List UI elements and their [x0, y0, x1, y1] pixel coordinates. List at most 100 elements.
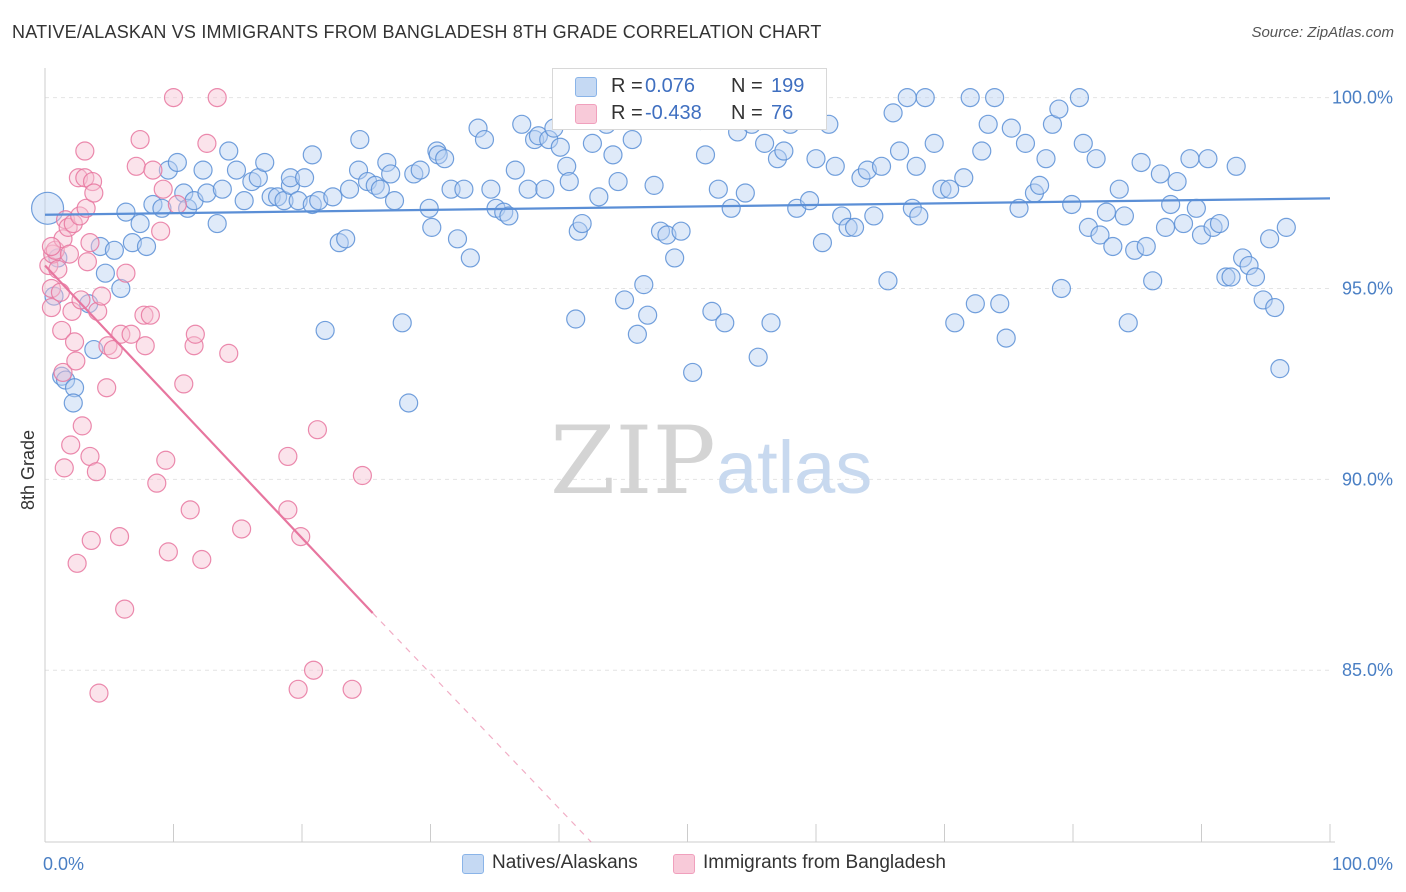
legend-n-value: 199: [771, 75, 805, 97]
data-point: [1226, 156, 1246, 176]
data-point: [589, 187, 609, 207]
data-point: [1114, 206, 1135, 226]
data-point: [638, 305, 658, 325]
data-point: [1036, 149, 1056, 169]
data-point: [924, 133, 944, 153]
data-point: [454, 179, 474, 199]
data-point: [627, 324, 647, 344]
data-point: [54, 458, 74, 478]
data-point: [1150, 164, 1170, 184]
data-point: [1086, 149, 1106, 169]
legend-r-value: -0.438: [645, 102, 702, 124]
data-point: [52, 320, 72, 341]
data-point: [1078, 217, 1099, 237]
data-point: [234, 191, 254, 211]
data-point: [1009, 198, 1029, 218]
data-point: [735, 183, 755, 203]
data-point: [61, 435, 81, 455]
data-point: [192, 549, 212, 570]
data-point: [151, 221, 171, 241]
data-point: [365, 175, 385, 195]
data-point: [130, 213, 150, 234]
data-point: [339, 179, 360, 199]
data-point: [996, 328, 1016, 348]
data-point: [352, 465, 372, 486]
data-point: [399, 393, 419, 413]
data-point: [174, 374, 194, 394]
data-point: [494, 202, 514, 222]
data-point: [143, 160, 163, 180]
legend-n-value: 76: [771, 102, 794, 124]
data-point: [550, 137, 570, 157]
data-point: [126, 156, 146, 176]
legend-swatch-natives: [462, 854, 484, 874]
data-point: [1209, 213, 1230, 234]
data-point: [130, 129, 150, 150]
data-point: [76, 198, 96, 218]
data-point: [721, 198, 741, 218]
watermark-zip: ZIP: [550, 407, 716, 516]
legend-n-label: N =: [731, 102, 763, 124]
data-point: [67, 553, 87, 573]
data-point: [1173, 213, 1194, 234]
data-point: [990, 294, 1010, 314]
data-point: [422, 217, 442, 237]
chart-title: NATIVE/ALASKAN VS IMMIGRANTS FROM BANGLA…: [12, 22, 822, 42]
data-point: [323, 187, 343, 207]
data-point: [278, 500, 298, 520]
data-point: [288, 191, 308, 211]
data-point: [960, 87, 980, 108]
data-point: [572, 213, 592, 234]
data-point: [1118, 313, 1138, 333]
data-point: [851, 168, 871, 188]
data-point: [381, 164, 401, 184]
data-point: [185, 324, 205, 344]
data-point: [864, 206, 884, 226]
data-point: [98, 336, 118, 356]
data-point: [945, 313, 965, 333]
data-point: [1143, 271, 1163, 291]
data-point: [410, 160, 430, 180]
series-natives: [30, 87, 1296, 413]
data-point: [50, 282, 71, 302]
data-point: [81, 530, 101, 551]
data-point: [115, 599, 135, 619]
data-point: [518, 179, 538, 199]
data-point: [1233, 248, 1253, 268]
data-point: [460, 248, 480, 268]
data-point: [806, 149, 826, 169]
data-point: [134, 305, 154, 325]
data-point: [302, 145, 322, 165]
x-tick-label: 0.0%: [43, 854, 84, 874]
data-point: [774, 141, 794, 161]
data-point: [1062, 194, 1082, 215]
data-point: [614, 290, 635, 310]
data-point: [64, 378, 85, 398]
y-tick-label: 95.0%: [1342, 278, 1393, 298]
data-point: [644, 175, 664, 195]
data-point: [878, 271, 898, 291]
data-point: [307, 420, 328, 440]
data-point: [116, 263, 136, 283]
data-point: [174, 183, 194, 203]
data-point: [1245, 267, 1266, 287]
data-point: [336, 229, 356, 249]
series-bangladesh: [39, 87, 372, 703]
data-point: [342, 679, 362, 699]
data-point: [634, 275, 654, 295]
data-point: [1198, 149, 1218, 169]
data-point: [954, 168, 974, 188]
data-point: [72, 416, 92, 436]
data-point: [80, 233, 100, 253]
data-point: [156, 450, 176, 470]
data-point: [559, 171, 579, 192]
data-point: [135, 336, 155, 356]
data-point: [41, 297, 62, 318]
data-point: [255, 152, 275, 173]
legend-r-label: R =: [611, 75, 643, 97]
series-legend: Natives/Alaskans Immigrants from Banglad…: [462, 852, 976, 874]
trend-extension-bangladesh: [372, 612, 592, 843]
data-point: [158, 542, 178, 562]
data-point: [294, 168, 315, 188]
